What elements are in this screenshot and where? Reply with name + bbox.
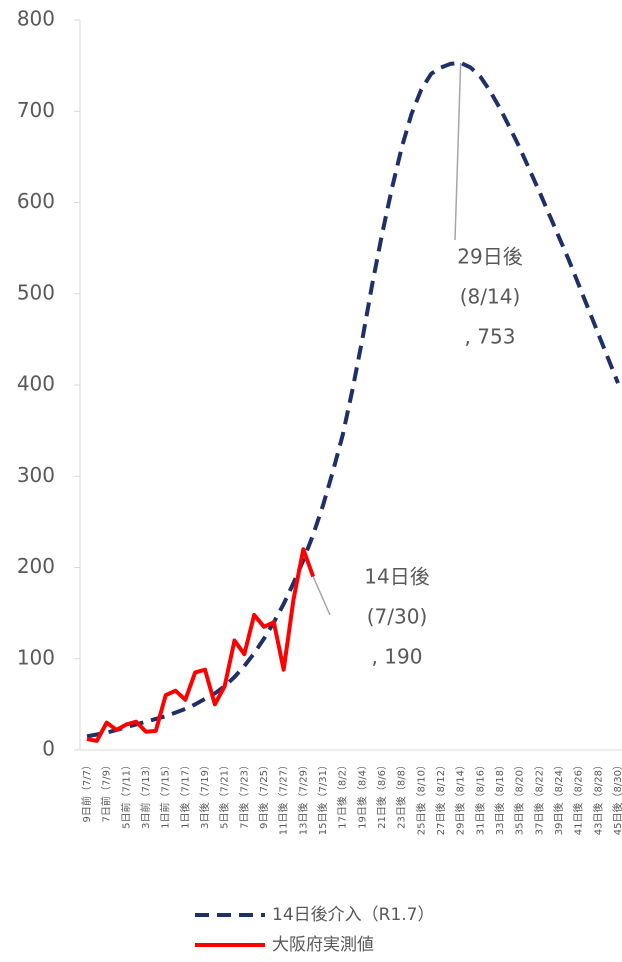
x-tick-label: 25日後（8/10）: [414, 760, 427, 835]
y-tick-label: 500: [17, 280, 55, 304]
x-tick-label: 9日前（7/7）: [80, 760, 93, 822]
y-tick-label: 300: [17, 463, 55, 487]
series-line: [86, 547, 316, 743]
series-line: [86, 60, 620, 739]
x-tick-label: 7日前（7/9）: [100, 760, 113, 822]
x-tick-label: 45日後（8/30）: [611, 760, 622, 835]
legend-label: 大阪府実測値: [272, 935, 374, 955]
y-tick-label: 700: [17, 98, 55, 122]
x-tick-label: 27日後（8/12）: [434, 760, 447, 835]
y-tick-label: 600: [17, 189, 55, 213]
annotation: (7/30): [367, 605, 428, 629]
x-tick-label: 35日後（8/20）: [513, 760, 526, 835]
annotation: 29日後: [457, 245, 522, 269]
x-tick-label: 5日前（7/11）: [119, 760, 132, 829]
annotation: , 190: [372, 645, 423, 669]
x-tick-label: 3日後（7/19）: [198, 760, 211, 829]
x-tick-label: 43日後（8/28）: [591, 760, 604, 835]
x-tick-label: 5日後（7/21）: [218, 760, 231, 829]
x-tick-label: 41日後（8/26）: [572, 760, 585, 835]
legend-label: 14日後介入（R1.7）: [272, 905, 434, 925]
annotation: , 753: [465, 325, 516, 349]
y-tick-label: 400: [17, 372, 55, 396]
x-tick-label: 19日後（8/4）: [355, 760, 368, 829]
x-tick-label: 1日前（7/15）: [159, 760, 172, 829]
x-tick-label: 11日後（7/27）: [277, 760, 290, 835]
x-tick-label: 3日前（7/13）: [139, 760, 152, 829]
x-tick-label: 15日後（7/31）: [316, 760, 329, 835]
x-tick-label: 13日後（7/29）: [296, 760, 309, 835]
x-tick-label: 29日後（8/14）: [454, 760, 467, 835]
annotation: 14日後: [364, 565, 429, 589]
x-tick-label: 7日後（7/23）: [237, 760, 250, 829]
x-tick-label: 9日後（7/25）: [257, 760, 270, 829]
leader-line: [454, 62, 462, 241]
x-tick-label: 17日後（8/2）: [336, 760, 349, 829]
y-tick-label: 200: [17, 554, 55, 578]
x-tick-label: 23日後（8/8）: [395, 760, 408, 829]
x-tick-label: 31日後（8/16）: [473, 760, 486, 835]
x-tick-label: 1日後（7/17）: [178, 760, 191, 829]
x-tick-label: 37日後（8/22）: [532, 760, 545, 835]
x-tick-label: 33日後（8/18）: [493, 760, 506, 835]
x-tick-label: 39日後（8/24）: [552, 760, 565, 835]
y-tick-label: 0: [42, 737, 55, 761]
y-tick-label: 800: [17, 7, 55, 31]
y-tick-label: 100: [17, 645, 55, 669]
annotation: (8/14): [460, 285, 521, 309]
leader-line: [312, 576, 331, 616]
x-tick-label: 21日後（8/6）: [375, 760, 388, 829]
